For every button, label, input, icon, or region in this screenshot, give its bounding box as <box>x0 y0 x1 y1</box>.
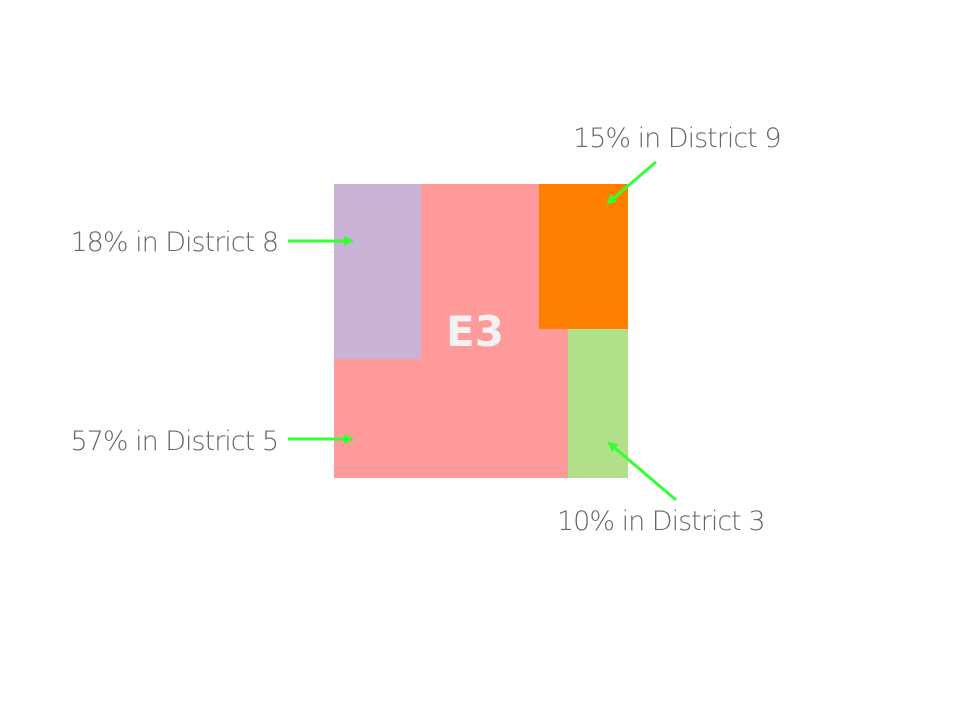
label-district-9: 15% in District 9 <box>573 123 781 154</box>
region-blocks <box>334 184 628 478</box>
label-district-8: 18% in District 8 <box>70 227 278 258</box>
region-district-8 <box>334 184 421 359</box>
callout-arrows <box>288 160 677 502</box>
region-district-9 <box>539 184 628 329</box>
arrow-district-3 <box>607 441 677 502</box>
callout-labels: 18% in District 8 57% in District 5 15% … <box>70 123 781 537</box>
arrow-district-9 <box>606 160 657 205</box>
label-district-5: 57% in District 5 <box>70 426 278 457</box>
center-label: E3 <box>446 307 504 356</box>
region-district-3 <box>568 329 628 478</box>
label-district-3: 10% in District 3 <box>557 506 765 537</box>
